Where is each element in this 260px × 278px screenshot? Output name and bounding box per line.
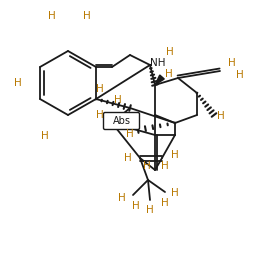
Text: H: H bbox=[146, 205, 154, 215]
Text: H: H bbox=[165, 69, 173, 79]
Text: H: H bbox=[228, 58, 236, 68]
Text: H: H bbox=[41, 131, 49, 141]
Text: H: H bbox=[114, 95, 122, 105]
Text: H: H bbox=[171, 150, 179, 160]
Text: H: H bbox=[217, 111, 225, 121]
Text: H: H bbox=[161, 161, 169, 171]
Text: H: H bbox=[166, 47, 174, 57]
Text: H: H bbox=[143, 161, 151, 171]
Text: H: H bbox=[124, 153, 132, 163]
Polygon shape bbox=[155, 75, 164, 85]
Text: NH: NH bbox=[150, 58, 166, 68]
Text: Abs: Abs bbox=[113, 116, 131, 126]
Text: H: H bbox=[161, 198, 169, 208]
Text: H: H bbox=[83, 11, 91, 21]
Text: H: H bbox=[96, 84, 104, 94]
Text: H: H bbox=[48, 11, 56, 21]
Text: H: H bbox=[236, 70, 244, 80]
FancyBboxPatch shape bbox=[103, 113, 140, 130]
Text: H: H bbox=[118, 193, 126, 203]
Text: H: H bbox=[126, 129, 134, 139]
Text: H: H bbox=[14, 78, 22, 88]
Text: H: H bbox=[171, 188, 179, 198]
Text: H: H bbox=[132, 201, 140, 211]
Text: H: H bbox=[96, 110, 104, 120]
